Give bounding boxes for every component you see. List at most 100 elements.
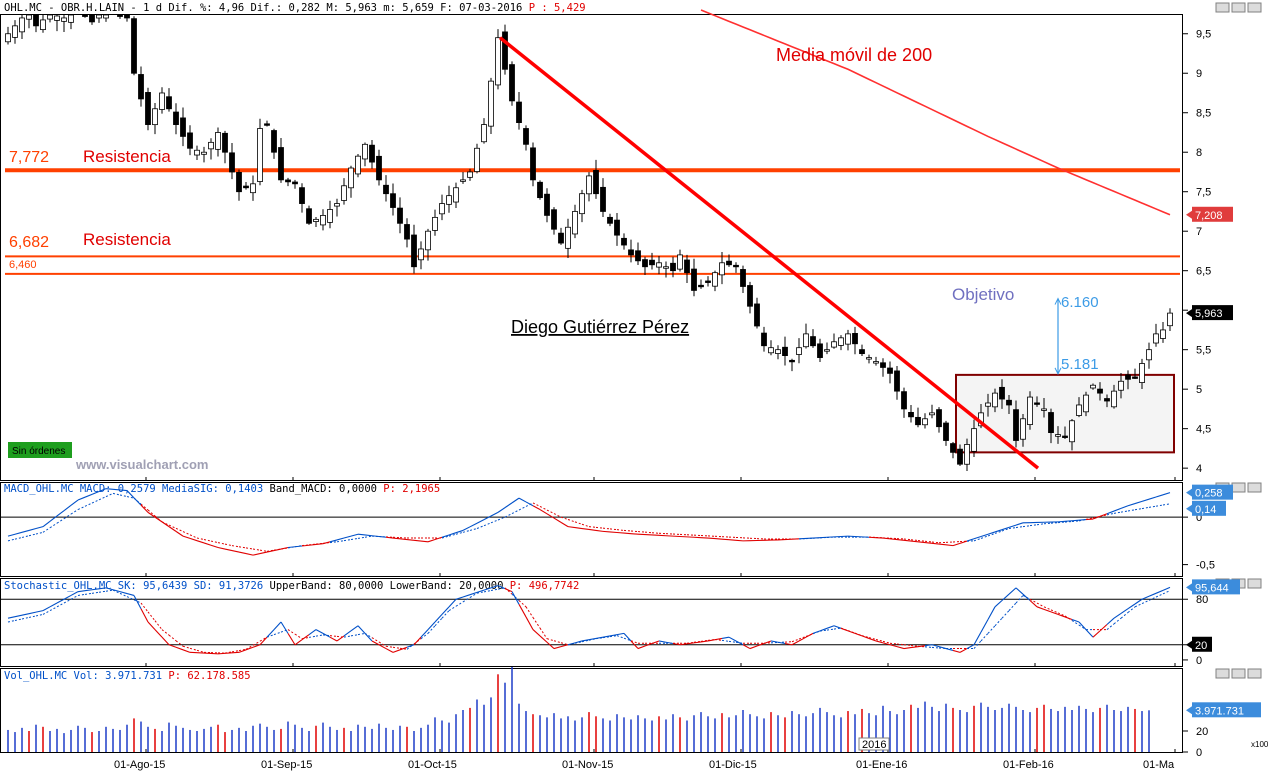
stoch-sd-segment — [973, 640, 982, 649]
macd-line-segment — [1120, 505, 1129, 509]
candle — [1034, 396, 1040, 407]
macd-line-segment — [595, 529, 604, 532]
candle — [194, 145, 200, 161]
ma200-badge-pointer — [1186, 210, 1192, 219]
candle-body-down — [593, 170, 599, 195]
stoch-sk-segment — [1050, 611, 1059, 615]
candle — [691, 258, 697, 297]
candle-body-up — [341, 185, 347, 201]
candle — [789, 358, 795, 372]
candle-body-down — [278, 147, 284, 181]
macd-signal-segment — [483, 522, 492, 527]
stoch-sd-segment — [126, 596, 135, 601]
header-part: P: 62.178.585 — [162, 670, 251, 682]
candle — [453, 182, 459, 209]
candle — [1132, 368, 1138, 380]
candle-body-up — [152, 108, 158, 126]
stoch-sd-segment — [1050, 609, 1059, 614]
y-tick-label: 5,5 — [1196, 345, 1211, 357]
y-tick-label: 7 — [1196, 226, 1202, 238]
candle-body-up — [775, 349, 781, 354]
stoch-sd-segment — [385, 645, 394, 648]
stoch-low-badge-bg — [1192, 636, 1212, 652]
candle — [530, 142, 536, 187]
macd-signal-segment — [476, 525, 485, 529]
candle-body-up — [327, 209, 333, 223]
candle-body-up — [964, 444, 970, 465]
price-badge: 5,963 — [1186, 305, 1233, 321]
macd-signal-segment — [266, 549, 275, 552]
x-tick-label: 01-Feb-16 — [1003, 759, 1054, 771]
candle — [642, 256, 648, 276]
stoch-sd-segment — [119, 592, 128, 598]
macd-signal-segment — [105, 492, 114, 498]
stoch-sk-segment — [910, 646, 919, 649]
macd-signal-segment — [224, 543, 233, 547]
stoch-sd-segment — [371, 637, 380, 643]
stoch-sd-segment — [567, 642, 576, 646]
candle — [1041, 398, 1047, 418]
candle — [1097, 382, 1103, 401]
stoch-sd-segment — [238, 648, 247, 652]
macd-line-segment — [1057, 520, 1066, 523]
stoch-sd-segment — [7, 619, 16, 623]
stoch-y-tick-label: 0 — [1196, 655, 1202, 667]
candle — [369, 140, 375, 169]
stoch-sk-segment — [84, 589, 93, 592]
stoch-sd-segment — [322, 634, 331, 637]
candle-body-up — [68, 14, 74, 23]
stoch-sk-segment — [581, 639, 590, 642]
candle — [467, 168, 473, 181]
stoch-sk-segment — [161, 636, 170, 646]
stoch-sd-segment — [35, 613, 44, 617]
macd-line-segment — [413, 539, 422, 542]
candle-body-up — [362, 143, 368, 160]
x-tick-label: 01-Dic-15 — [709, 759, 757, 771]
macd-line-segment — [728, 539, 737, 541]
stoch-sd-segment — [917, 645, 926, 648]
window-button — [1215, 2, 1230, 13]
macd-line-segment — [560, 521, 569, 528]
stoch-sd-segment — [504, 587, 513, 595]
candle — [334, 198, 340, 217]
macd-line-segment — [938, 543, 947, 546]
stoch-sd-segment — [868, 637, 877, 640]
y-tick-label: 4,5 — [1196, 424, 1211, 436]
macd-line-segment — [504, 502, 513, 509]
candle — [908, 404, 914, 423]
stoch-header: Stochastic_OHL.MC SK: 95,6439 SD: 91,372… — [4, 580, 579, 592]
stoch-sk-segment — [350, 625, 359, 632]
macd-signal-segment — [182, 531, 191, 536]
candle — [1104, 394, 1110, 408]
macd-line-segment — [91, 490, 100, 495]
stoch-sk-segment — [525, 616, 534, 630]
candle-body-down — [166, 96, 172, 110]
stoch-sd-segment — [532, 617, 541, 629]
stoch-sk-segment — [28, 611, 37, 615]
stoch-sk-segment — [679, 643, 688, 646]
y-tick-label: 8 — [1196, 147, 1202, 159]
stoch-sk-segment — [245, 646, 254, 651]
trendline-layer — [498, 36, 1040, 470]
candle — [474, 143, 480, 174]
stoch-sk-segment — [791, 640, 800, 646]
candle — [957, 444, 963, 467]
macd-signal-badge: 0,14 — [1186, 500, 1226, 516]
x-tick-label: 01-Ma — [1143, 759, 1175, 771]
candle-body-down — [558, 232, 564, 244]
window-button — [1247, 668, 1262, 679]
macd-line-segment — [252, 553, 261, 556]
watermark: www.visualchart.com — [75, 457, 208, 472]
target-arrow-head-bottom — [1054, 367, 1062, 375]
candle — [89, 14, 95, 25]
macd-signal-segment — [287, 546, 296, 549]
candle-body-down — [789, 359, 795, 363]
stoch-sk-segment — [560, 644, 569, 648]
stoch-sk-segment — [21, 613, 30, 616]
candle — [866, 354, 872, 364]
candle — [873, 356, 879, 366]
stoch-sk-segment — [882, 642, 891, 646]
candle — [621, 233, 627, 250]
candle-body-down — [180, 117, 186, 137]
candle-body-down — [33, 14, 39, 27]
